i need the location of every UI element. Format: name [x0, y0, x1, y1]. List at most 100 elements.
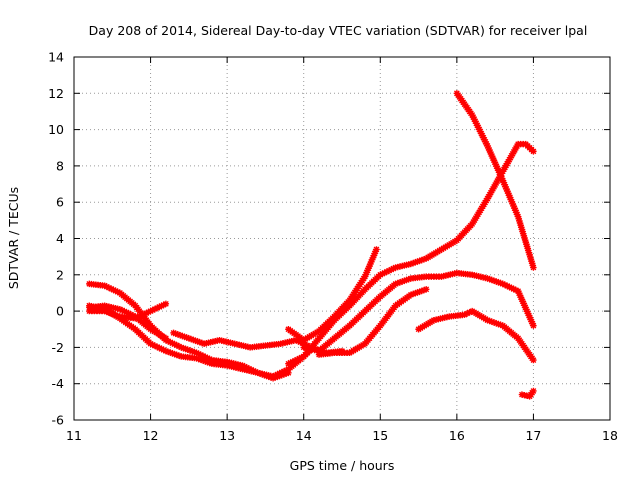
x-tick-label: 16	[449, 428, 465, 443]
data-point	[103, 308, 111, 316]
data-point	[520, 300, 527, 307]
data-point	[140, 311, 148, 318]
data-point	[481, 136, 488, 143]
data-point	[151, 305, 159, 313]
data-point	[283, 370, 290, 377]
data-point	[173, 351, 181, 359]
data-point	[169, 350, 176, 357]
data-point	[506, 283, 513, 291]
data-point	[182, 345, 189, 353]
data-point	[263, 372, 270, 380]
data-point	[394, 279, 401, 287]
x-tick-label: 17	[525, 428, 541, 443]
data-point	[156, 344, 163, 352]
y-tick-label: 8	[56, 158, 64, 173]
data-point	[524, 310, 532, 317]
data-point	[379, 270, 386, 277]
data-point	[176, 332, 184, 339]
x-axis-label: GPS time / hours	[290, 458, 395, 473]
data-point	[497, 173, 505, 180]
y-tick-label: 4	[56, 231, 64, 246]
data-point	[493, 278, 500, 285]
data-point	[280, 371, 288, 378]
data-point	[299, 340, 306, 347]
y-tick-label: 0	[56, 304, 64, 319]
data-point	[197, 351, 205, 359]
data-point	[285, 369, 292, 377]
data-point	[480, 134, 487, 141]
data-point	[527, 316, 534, 323]
x-tick-label: 14	[296, 428, 312, 443]
data-point	[530, 264, 537, 271]
data-point	[412, 290, 419, 297]
y-tick-label: 14	[48, 50, 64, 65]
data-point	[158, 345, 165, 353]
data-point	[405, 276, 412, 283]
data-point	[461, 311, 468, 318]
data-point	[149, 341, 156, 349]
data-point	[485, 144, 492, 152]
data-point	[416, 257, 423, 264]
data-point	[409, 259, 417, 267]
data-point	[487, 150, 495, 158]
data-point	[490, 156, 497, 164]
data-point	[199, 357, 207, 364]
data-point	[471, 115, 478, 123]
data-point	[403, 276, 410, 284]
data-point	[496, 171, 504, 178]
data-point	[287, 359, 294, 366]
data-point	[278, 371, 286, 379]
data-point	[423, 286, 430, 293]
data-point	[292, 336, 300, 344]
data-point	[103, 283, 111, 290]
data-point	[170, 329, 177, 337]
data-point	[202, 358, 209, 365]
data-point	[142, 309, 150, 317]
data-point	[373, 246, 380, 253]
data-point	[151, 342, 159, 350]
data-point	[388, 266, 395, 273]
data-point	[147, 340, 154, 347]
data-point	[488, 276, 496, 284]
data-point	[199, 352, 207, 360]
data-point	[101, 282, 108, 289]
data-point	[512, 286, 520, 294]
data-point	[183, 334, 190, 341]
data-point	[167, 339, 174, 346]
data-point	[162, 300, 170, 308]
data-point	[301, 341, 309, 348]
data-point	[521, 302, 528, 309]
data-point	[369, 254, 377, 261]
data-point	[149, 306, 156, 314]
data-point	[164, 337, 172, 345]
data-point	[112, 311, 119, 319]
data-point	[118, 307, 126, 314]
data-point	[529, 320, 536, 327]
data-point	[272, 374, 279, 381]
data-point	[274, 373, 281, 380]
y-tick-label: 6	[56, 195, 64, 210]
data-point	[112, 287, 119, 295]
data-point	[160, 346, 167, 354]
grid	[74, 57, 610, 420]
data-point	[491, 158, 498, 166]
data-point	[114, 312, 121, 319]
x-tick-label: 11	[66, 428, 82, 443]
data-point	[497, 279, 504, 287]
y-axis-label: SDTVAR / TECUs	[6, 187, 21, 289]
data-point	[192, 337, 199, 344]
data-point	[256, 370, 264, 377]
data-point	[298, 354, 305, 361]
data-point	[472, 118, 479, 125]
data-point	[498, 175, 506, 182]
data-point	[184, 346, 191, 353]
data-point	[361, 273, 369, 280]
x-tick-label: 12	[143, 428, 159, 443]
y-tick-label: -2	[52, 340, 64, 355]
data-point	[506, 194, 514, 201]
y-tick-label: -4	[52, 376, 65, 391]
data-point	[501, 281, 509, 289]
data-point	[180, 344, 187, 352]
data-point	[495, 320, 502, 328]
data-point	[123, 309, 130, 316]
